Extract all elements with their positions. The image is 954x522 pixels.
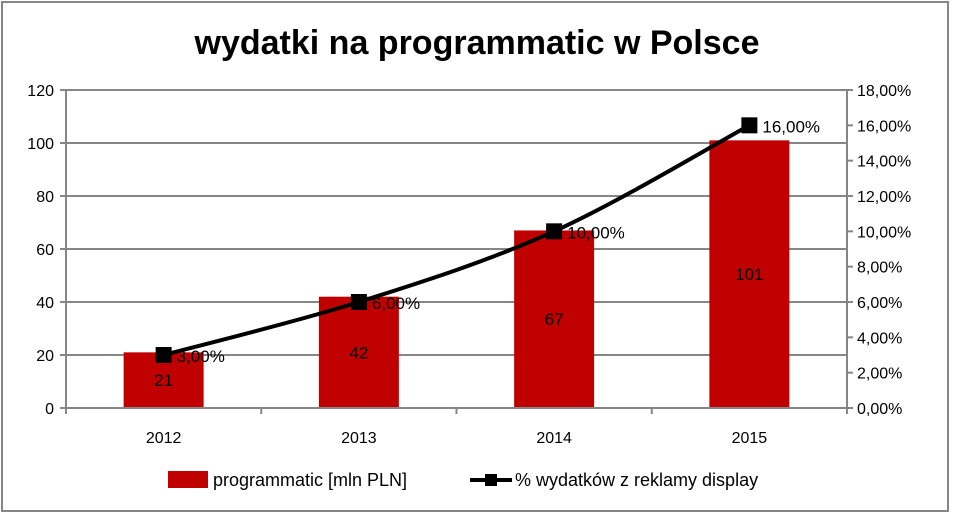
chart-title: wydatki na programmatic w Polsce (194, 24, 760, 62)
left-tick-label: 60 (36, 242, 54, 259)
left-tick-label: 80 (36, 189, 54, 206)
line-marker (155, 347, 172, 363)
left-tick-label: 40 (36, 295, 54, 312)
left-tick-label: 120 (27, 83, 54, 100)
right-tick-label: 10,00% (857, 224, 911, 241)
right-tick-label: 2,00% (857, 366, 902, 383)
line-value-label: 6,00% (372, 294, 420, 313)
left-tick-label: 100 (27, 136, 54, 153)
left-tick-label: 0 (45, 401, 54, 418)
x-tick-label: 2013 (341, 430, 377, 447)
line-marker (741, 117, 758, 134)
chart-frame (1, 1, 949, 512)
right-tick-label: 16,00% (857, 118, 911, 135)
line-value-label: 10,00% (567, 223, 625, 242)
x-tick-label: 2014 (536, 430, 572, 447)
x-tick-label: 2015 (732, 430, 768, 447)
right-tick-label: 4,00% (857, 330, 902, 347)
right-tick-label: 12,00% (857, 189, 911, 206)
bar-value-label: 21 (154, 371, 173, 390)
legend-bar-swatch (168, 471, 208, 488)
line-marker (546, 223, 563, 240)
x-tick-label: 2012 (146, 430, 182, 447)
bar-value-label: 42 (349, 343, 368, 362)
bar-value-label: 101 (735, 265, 763, 284)
right-tick-label: 18,00% (857, 83, 911, 100)
bar (709, 140, 790, 408)
legend-line-label: % wydatków z reklamy display (515, 470, 758, 490)
legend-bar-label: programmatic [mln PLN] (213, 470, 407, 490)
right-tick-label: 6,00% (857, 295, 902, 312)
line-value-label: 3,00% (177, 347, 225, 366)
bar-value-label: 67 (545, 310, 564, 329)
left-tick-label: 20 (36, 348, 54, 365)
legend: programmatic [mln PLN] % wydatków z rekl… (168, 470, 758, 490)
bar (318, 296, 399, 408)
legend-line-marker (485, 474, 497, 486)
right-tick-label: 0,00% (857, 401, 902, 418)
line-series (163, 123, 751, 357)
right-tick-label: 8,00% (857, 260, 902, 277)
line-value-label: 16,00% (762, 117, 820, 136)
right-tick-label: 14,00% (857, 154, 911, 171)
line-marker (350, 294, 367, 310)
bar (514, 230, 595, 408)
